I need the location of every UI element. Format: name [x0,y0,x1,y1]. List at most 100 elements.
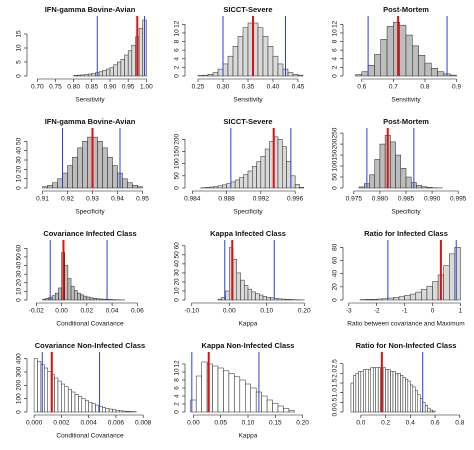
panel-title: Post-Mortem [383,117,429,126]
panel-title: Ratio for Infected Class [364,229,448,238]
x-tick-label: 1 [459,308,463,315]
histogram-bar [225,290,230,301]
panel-title: Ratio for Non-Infected Class [356,341,457,350]
histogram-bar [376,298,383,301]
histogram-bar [81,398,86,413]
histogram-bar [292,74,299,77]
histogram-bar [432,410,436,413]
histogram-bar [77,147,83,189]
x-axis-label: Sensitivity [233,97,263,104]
y-tick-label: 12 [174,20,181,28]
histogram-bar [255,293,260,301]
histogram-bar [67,278,72,301]
y-tick-label: 12 [174,360,181,368]
histogram-bar [392,371,396,413]
y-tick-label: 8 [174,39,181,43]
histogram-bar [87,73,93,77]
histogram-bar [421,186,428,189]
y-tick-label: 300 [16,366,23,377]
histogram-bar [274,298,279,301]
y-tick-label: 6 [174,48,181,52]
histogram-bar [377,367,381,413]
x-axis-label: Conditional Covariance [56,321,124,328]
panel-title: IFN-gamma Bovine-Avian [45,5,136,14]
histogram-bar [363,369,367,413]
histogram-bar [262,36,269,77]
histogram-bar [97,141,103,189]
histogram-bar [272,402,279,413]
histogram-bar [222,63,229,77]
histogram-bar [213,186,219,189]
histogram-bar [122,410,127,413]
histogram-bar [399,24,407,77]
histogram-bar [98,71,103,77]
histogram-bar [421,289,428,301]
x-axis-label: Conditional Covariance [56,433,124,440]
histogram-bar [380,39,388,77]
histogram-bar [236,272,241,301]
histogram-bar [212,72,219,77]
histogram-bar [73,75,78,77]
histogram-bar [382,367,386,413]
histogram-bar [417,394,421,413]
histogram-bar [400,375,404,413]
histogram-bar [58,287,62,301]
y-tick-label: 50 [16,137,23,145]
histogram-bar [261,395,268,413]
histogram-bar [415,291,422,301]
histogram-bar [387,369,391,413]
x-tick-label: 0.00 [223,308,236,315]
histogram-bar [217,185,223,189]
histogram-bar [109,67,114,77]
x-tick-label: 0.94 [111,196,124,203]
histogram-bar [91,403,96,413]
histogram-bar [232,259,237,301]
y-tick-label: 30 [16,156,23,164]
x-tick-label: -3 [346,308,352,315]
x-tick-label: 0.05 [214,420,227,427]
y-tick-label: 12 [332,20,339,28]
x-tick-label: 0.20 [296,420,309,427]
histogram-bar [418,55,426,77]
y-tick-label: 20 [16,279,23,287]
histogram-bar [287,72,294,77]
panel-title: SICCT-Severe [223,5,272,14]
x-tick-label: 0.25 [192,84,205,91]
histogram-bar [119,410,123,413]
histogram-bar [395,154,402,189]
histogram-bar [398,296,405,301]
histogram-bar [82,141,88,189]
histogram-bar [52,182,58,189]
y-tick-label: 200 [332,138,339,149]
y-tick-label: 0 [174,410,181,414]
x-tick-label: 0.004 [80,420,97,427]
histogram-bar [47,185,53,189]
histogram-bar [266,399,273,413]
x-tick-label: 0.91 [36,196,49,203]
y-tick-label: 0 [174,74,181,78]
histogram-bar [95,404,100,413]
histogram-bar [286,160,292,189]
x-tick-label: 0.20 [298,308,311,315]
histogram-bar [122,178,128,189]
histogram-bar [102,147,108,189]
histogram-bar [112,409,117,413]
histogram-bar [424,404,428,413]
x-axis-label: Specificity [391,209,421,216]
y-tick-label: 20 [16,165,23,173]
y-tick-label: 80 [332,243,339,251]
histogram-bar [266,297,271,301]
histogram-bar [264,148,270,189]
x-tick-label: 0 [431,308,435,315]
histogram-bar [217,68,224,77]
y-tick-label: 60 [332,256,339,264]
histogram-bar [61,383,66,413]
histogram-bar [243,174,249,189]
histogram-bar [64,265,69,301]
x-tick-label: 0.10 [260,308,273,315]
histogram-bar [290,175,296,189]
histogram-bar [91,73,96,77]
histogram-bar [228,373,235,413]
histogram-bar [227,55,234,77]
histogram-bar [62,172,68,189]
